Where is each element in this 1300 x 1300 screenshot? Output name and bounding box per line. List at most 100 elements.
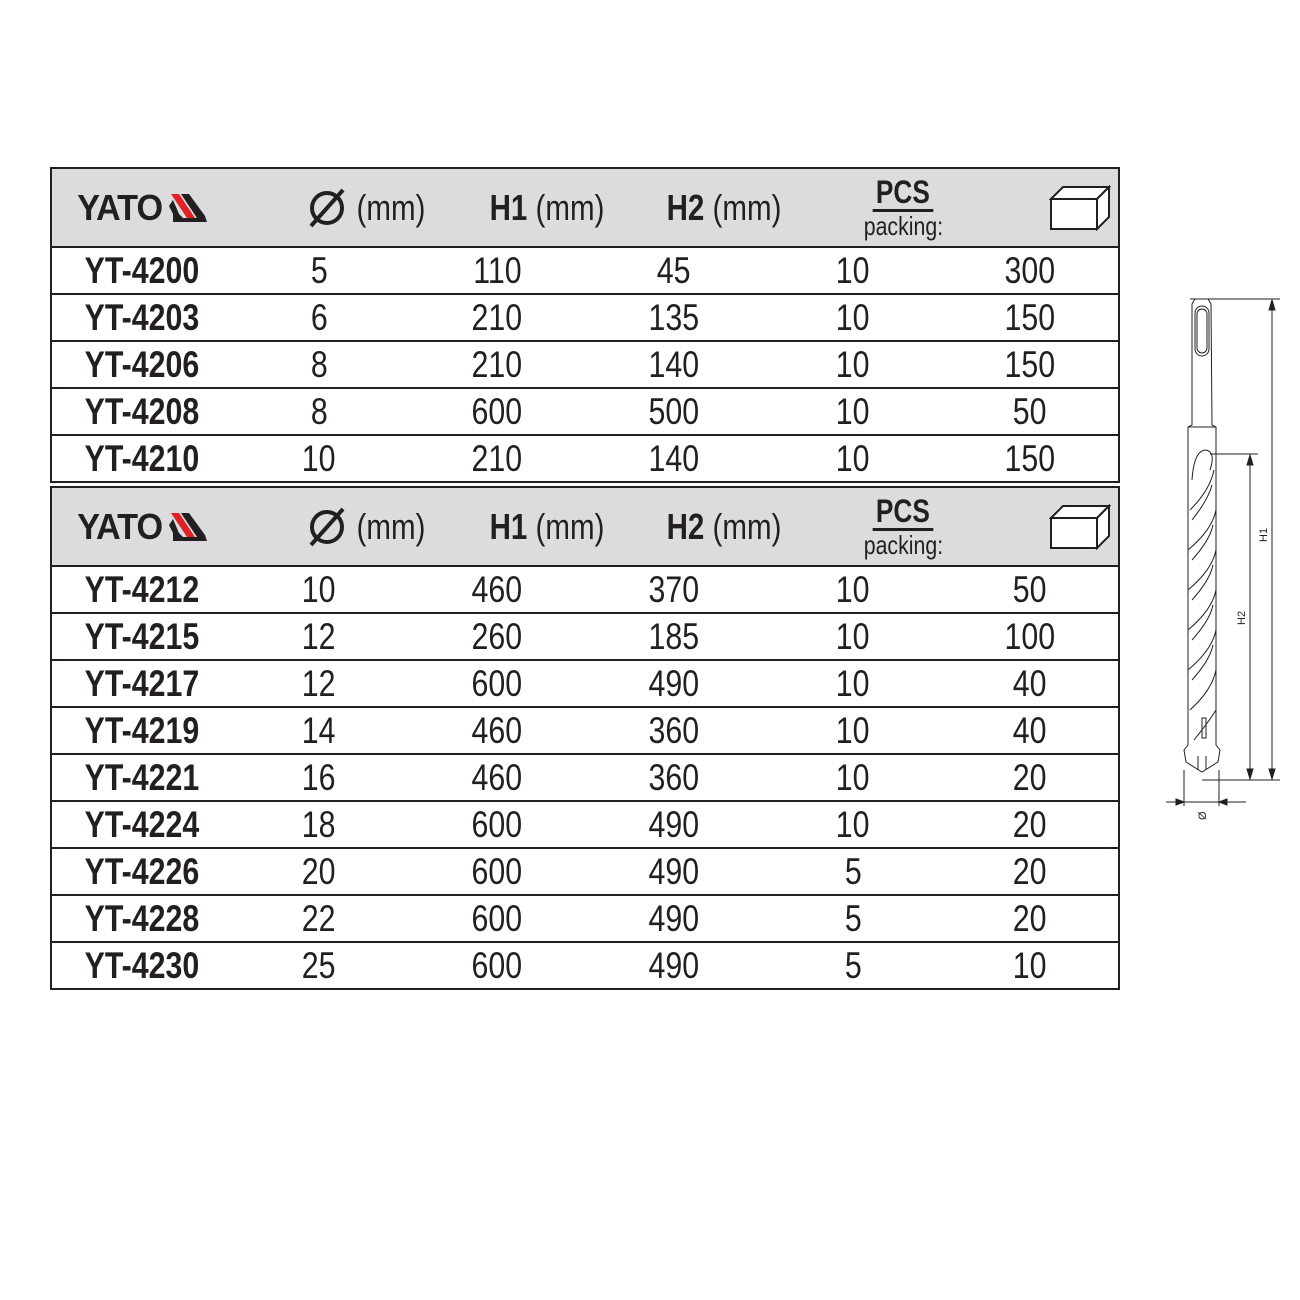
- cell-pcs: 10: [768, 802, 938, 847]
- cell-packing: 20: [945, 849, 1115, 894]
- h2-dimension-label: H2: [1236, 611, 1248, 625]
- table-row: YT-4224 18 600 490 10 20: [52, 802, 1118, 849]
- cell-model: YT-4226: [57, 849, 227, 894]
- h1-unit: (mm): [535, 186, 605, 228]
- h2-value: 45: [657, 249, 691, 291]
- pcs-value: 10: [836, 568, 870, 610]
- cell-diameter: 8: [234, 342, 404, 387]
- cell-h1: 600: [412, 943, 582, 988]
- diameter-value: 8: [310, 390, 328, 432]
- pcs-value: 10: [836, 803, 870, 845]
- cell-h1: 600: [412, 802, 582, 847]
- cell-packing: 10: [945, 943, 1115, 988]
- cell-pcs: 10: [768, 614, 938, 659]
- h2-value: 490: [648, 850, 700, 892]
- cell-model: YT-4203: [57, 295, 227, 340]
- diameter-value: 5: [310, 249, 328, 291]
- h2-value: 140: [648, 343, 700, 385]
- diameter-icon: [309, 188, 345, 227]
- pcs-value: 10: [836, 296, 870, 338]
- cell-pcs: 10: [768, 567, 938, 612]
- h1-value: 110: [472, 249, 522, 291]
- table-row: YT-4212 10 460 370 10 50: [52, 567, 1118, 614]
- model-value: YT-4217: [84, 662, 200, 704]
- packing-label: packing:: [863, 211, 943, 241]
- diameter-value: 10: [302, 437, 336, 479]
- cell-h1: 210: [412, 436, 582, 481]
- cell-h1: 110: [412, 248, 582, 293]
- cell-diameter: 20: [234, 849, 404, 894]
- diameter-value: 8: [310, 343, 328, 385]
- header-pcs: PCS packing:: [818, 169, 988, 246]
- diameter-unit: (mm): [356, 505, 426, 547]
- logo-text: YATO: [77, 186, 164, 228]
- pcs-value: 5: [844, 850, 862, 892]
- packing-value: 40: [1013, 709, 1047, 751]
- cell-diameter: 10: [234, 436, 404, 481]
- model-value: YT-4219: [84, 709, 200, 751]
- cell-pcs: 10: [768, 436, 938, 481]
- cell-pcs: 10: [768, 708, 938, 753]
- model-value: YT-4200: [84, 249, 200, 291]
- cell-packing: 150: [945, 436, 1115, 481]
- model-value: YT-4224: [84, 803, 200, 845]
- cell-h1: 260: [412, 614, 582, 659]
- diameter-value: 16: [302, 756, 336, 798]
- cell-model: YT-4219: [57, 708, 227, 753]
- model-value: YT-4212: [84, 568, 200, 610]
- header-h1: H1 (mm): [462, 169, 632, 246]
- pcs-value: 5: [844, 944, 862, 986]
- model-value: YT-4221: [84, 756, 200, 798]
- cell-h2: 185: [589, 614, 759, 659]
- cell-diameter: 10: [234, 567, 404, 612]
- cell-h2: 140: [589, 436, 759, 481]
- h1-value: 210: [471, 343, 523, 385]
- cell-model: YT-4208: [57, 389, 227, 434]
- header-pcs: PCS packing:: [818, 488, 988, 565]
- cell-packing: 100: [945, 614, 1115, 659]
- h1-label: H1: [489, 186, 528, 228]
- diameter-unit: (mm): [356, 186, 426, 228]
- cell-diameter: 8: [234, 389, 404, 434]
- pcs-label: PCS: [872, 176, 934, 212]
- cell-pcs: 5: [768, 943, 938, 988]
- cell-packing: 50: [945, 389, 1115, 434]
- packing-value: 300: [1004, 249, 1056, 291]
- header-box: [995, 488, 1165, 565]
- table-row: YT-4206 8 210 140 10 150: [52, 342, 1118, 389]
- cell-model: YT-4230: [57, 943, 227, 988]
- pcs-value: 10: [836, 343, 870, 385]
- diameter-icon: [309, 507, 345, 546]
- header-h1: H1 (mm): [462, 488, 632, 565]
- cell-h2: 45: [589, 248, 759, 293]
- cell-diameter: 5: [234, 248, 404, 293]
- diameter-dimension-label: Ø: [1197, 811, 1209, 820]
- cell-diameter: 12: [234, 614, 404, 659]
- packing-value: 150: [1004, 296, 1056, 338]
- pcs-value: 10: [836, 390, 870, 432]
- table-header: YATO (mm) H1 (mm) H2 (mm) PCS: [52, 488, 1118, 567]
- cell-h1: 460: [412, 708, 582, 753]
- diameter-value: 12: [302, 615, 336, 657]
- h1-dimension-label: H1: [1258, 528, 1270, 542]
- cell-packing: 50: [945, 567, 1115, 612]
- model-value: YT-4228: [84, 897, 200, 939]
- cell-diameter: 25: [234, 943, 404, 988]
- model-value: YT-4210: [84, 437, 200, 479]
- h2-value: 185: [648, 615, 700, 657]
- h1-value: 600: [471, 662, 523, 704]
- h2-value: 490: [648, 944, 700, 986]
- cell-packing: 40: [945, 661, 1115, 706]
- model-value: YT-4230: [84, 944, 200, 986]
- h1-value: 260: [471, 615, 523, 657]
- cell-diameter: 12: [234, 661, 404, 706]
- h2-value: 490: [648, 803, 700, 845]
- table-row: YT-4208 8 600 500 10 50: [52, 389, 1118, 436]
- table-row: YT-4226 20 600 490 5 20: [52, 849, 1118, 896]
- table-row: YT-4219 14 460 360 10 40: [52, 708, 1118, 755]
- cell-diameter: 6: [234, 295, 404, 340]
- h1-value: 210: [471, 296, 523, 338]
- cell-h1: 600: [412, 661, 582, 706]
- header-diameter: (mm): [284, 488, 454, 565]
- cell-h2: 135: [589, 295, 759, 340]
